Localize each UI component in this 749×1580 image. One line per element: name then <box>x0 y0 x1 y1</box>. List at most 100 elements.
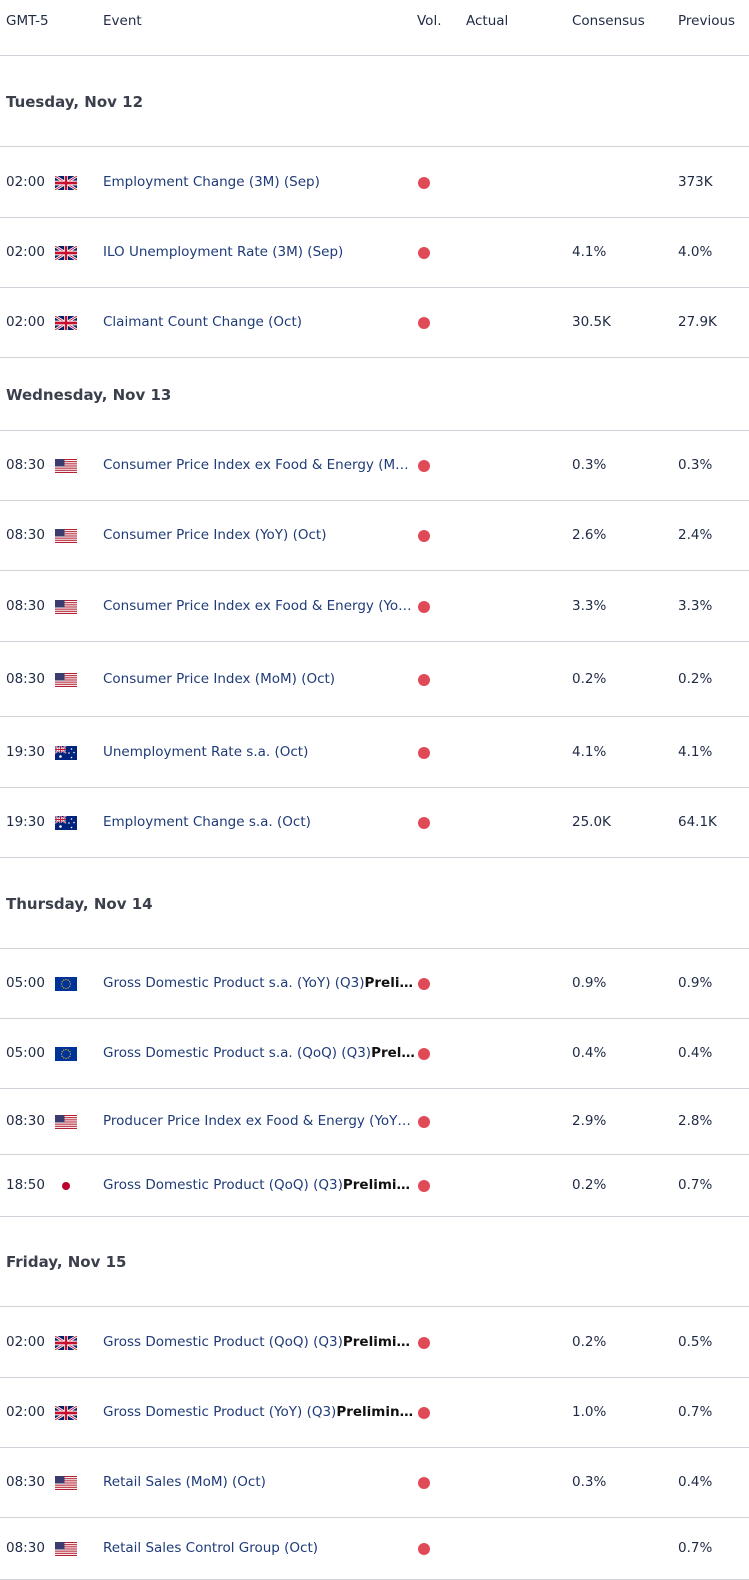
volatility-dot-icon <box>418 600 430 613</box>
table-row[interactable]: 02:00 ILO Unemployment Rate (3M) (Sep) 4.1… <box>0 218 749 288</box>
table-row[interactable]: 02:00 Gross Domestic Product (YoY) (Q3)Pr… <box>0 1378 749 1448</box>
uk-flag-icon <box>55 246 77 260</box>
consensus-value: 4.1% <box>572 244 607 260</box>
event-time: 18:50 <box>6 1177 45 1193</box>
previous-value: 373K <box>678 173 713 190</box>
volatility-dot-icon <box>418 530 430 542</box>
event-name-text: Employment Change s.a. (Oct) <box>103 814 311 830</box>
event-name[interactable]: Retail Sales Control Group (Oct) <box>103 1540 416 1556</box>
previous-value: 0.7% <box>678 1540 713 1556</box>
consensus-value: 30.5K <box>572 314 611 330</box>
uk-flag-icon <box>55 1335 77 1350</box>
day-label: Friday, Nov 15 <box>6 1253 127 1271</box>
event-name-text: Gross Domestic Product s.a. (QoQ) (Q3) <box>103 1045 372 1061</box>
table-row[interactable]: 02:00 Gross Domestic Product (QoQ) (Q3)Pr… <box>0 1307 749 1378</box>
event-name-text: Gross Domestic Product s.a. (YoY) (Q3) <box>103 975 365 991</box>
event-name[interactable]: Retail Sales (MoM) (Oct) <box>103 1474 416 1490</box>
uk-flag-icon <box>55 316 77 330</box>
table-row[interactable]: 08:30 Consumer Price Index (YoY) (Oct) 2.6… <box>0 501 749 571</box>
event-name-qualifier: Prelimi… <box>342 1333 411 1350</box>
event-name-qualifier: Prelimin… <box>336 1404 414 1420</box>
event-name-text: Retail Sales Control Group (Oct) <box>103 1540 319 1556</box>
eu-flag-icon <box>55 1047 77 1061</box>
table-row[interactable]: 08:30 Consumer Price Index ex Food & Ener… <box>0 571 749 642</box>
event-name-text: Unemployment Rate s.a. (Oct) <box>103 743 309 760</box>
event-time: 08:30 <box>6 1540 45 1556</box>
event-name[interactable]: Gross Domestic Product s.a. (YoY) (Q3)Pr… <box>103 975 416 991</box>
event-name-text: Employment Change (3M) (Sep) <box>103 173 320 190</box>
consensus-value: 3.3% <box>572 597 607 614</box>
au-flag-icon <box>55 816 77 830</box>
event-name[interactable]: Consumer Price Index ex Food & Energy (M… <box>103 457 416 473</box>
event-name[interactable]: Unemployment Rate s.a. (Oct) <box>103 744 416 760</box>
day-header: Friday, Nov 15 <box>0 1217 749 1307</box>
consensus-value: 0.3% <box>572 1474 607 1490</box>
event-time: 05:00 <box>6 1045 45 1061</box>
event-name[interactable]: Gross Domestic Product (QoQ) (Q3)Prelimi… <box>103 1334 416 1350</box>
event-name[interactable]: Gross Domestic Product (YoY) (Q3)Prelimi… <box>103 1404 416 1420</box>
table-row[interactable]: 08:30 Retail Sales Control Group (Oct) 0.7… <box>0 1518 749 1580</box>
consensus-value: 0.2% <box>572 1333 607 1350</box>
event-name[interactable]: Employment Change s.a. (Oct) <box>103 814 416 830</box>
table-row[interactable]: 05:00 Gross Domestic Product s.a. (YoY) (… <box>0 949 749 1019</box>
event-time: 08:30 <box>6 1474 45 1490</box>
event-time: 02:00 <box>6 1333 45 1350</box>
header-timezone[interactable]: GMT-5 <box>6 13 49 29</box>
table-row[interactable]: 18:50 Gross Domestic Product (QoQ) (Q3)Pr… <box>0 1155 749 1217</box>
volatility-dot-icon <box>418 1543 430 1555</box>
day-label: Tuesday, Nov 12 <box>6 92 144 111</box>
day-label: Wednesday, Nov 13 <box>6 385 172 404</box>
table-row[interactable]: 08:30 Consumer Price Index (MoM) (Oct) 0.2… <box>0 642 749 717</box>
previous-value: 2.8% <box>678 1113 713 1129</box>
event-name[interactable]: Gross Domestic Product (QoQ) (Q3)Prelimi… <box>103 1177 416 1193</box>
uk-flag-icon <box>55 175 77 190</box>
previous-value: 0.2% <box>678 670 713 687</box>
event-name-text: Consumer Price Index ex Food & Energy (M… <box>103 457 416 473</box>
volatility-dot-icon <box>418 673 430 686</box>
event-name[interactable]: Consumer Price Index ex Food & Energy (Y… <box>103 598 416 614</box>
volatility-dot-icon <box>418 978 430 990</box>
consensus-value: 25.0K <box>572 814 611 830</box>
us-flag-icon <box>55 599 77 614</box>
event-name-qualifier: Preli… <box>364 975 413 991</box>
table-row[interactable]: 08:30 Consumer Price Index ex Food & Ener… <box>0 431 749 501</box>
header-event: Event <box>103 13 142 29</box>
event-name[interactable]: Claimant Count Change (Oct) <box>103 314 416 330</box>
us-flag-icon <box>55 1542 77 1556</box>
table-row[interactable]: 02:00 Employment Change (3M) (Sep) 373K <box>0 147 749 218</box>
consensus-value: 0.2% <box>572 670 607 687</box>
day-header: Wednesday, Nov 13 <box>0 358 749 431</box>
event-name-text: Consumer Price Index (YoY) (Oct) <box>103 527 327 543</box>
table-row[interactable]: 08:30 Producer Price Index ex Food & Ener… <box>0 1089 749 1155</box>
event-name[interactable]: Consumer Price Index (YoY) (Oct) <box>103 527 416 543</box>
event-time: 08:30 <box>6 457 45 473</box>
previous-value: 4.1% <box>678 743 713 760</box>
event-time: 02:00 <box>6 244 45 260</box>
previous-value: 3.3% <box>678 597 713 614</box>
table-row[interactable]: 05:00 Gross Domestic Product s.a. (QoQ) (… <box>0 1019 749 1089</box>
event-time: 08:30 <box>6 597 45 614</box>
previous-value: 27.9K <box>678 314 717 330</box>
table-row[interactable]: 02:00 Claimant Count Change (Oct) 30.5K 27.… <box>0 288 749 358</box>
event-time: 08:30 <box>6 1113 45 1129</box>
event-name-text: Gross Domestic Product (QoQ) (Q3) <box>103 1177 343 1193</box>
event-name[interactable]: Employment Change (3M) (Sep) <box>103 174 416 190</box>
event-time: 02:00 <box>6 173 45 190</box>
event-name[interactable]: Consumer Price Index (MoM) (Oct) <box>103 671 416 687</box>
event-name-text: Producer Price Index ex Food & Energy (Y… <box>103 1113 416 1129</box>
table-row[interactable]: 19:30 Employment Change s.a. (Oct) 25.0K 64… <box>0 788 749 858</box>
event-name[interactable]: ILO Unemployment Rate (3M) (Sep) <box>103 244 416 260</box>
consensus-value: 0.3% <box>572 457 607 473</box>
event-name[interactable]: Producer Price Index ex Food & Energy (Y… <box>103 1113 416 1129</box>
event-time: 05:00 <box>6 975 45 991</box>
volatility-dot-icon <box>418 1336 430 1349</box>
event-time: 19:30 <box>6 743 45 760</box>
event-name[interactable]: Gross Domestic Product s.a. (QoQ) (Q3)Pr… <box>103 1045 416 1061</box>
volatility-dot-icon <box>418 1477 430 1489</box>
table-row[interactable]: 19:30 Unemployment Rate s.a. (Oct) 4.1% 4.1… <box>0 717 749 788</box>
table-row[interactable]: 08:30 Retail Sales (MoM) (Oct) 0.3% 0.4% <box>0 1448 749 1518</box>
previous-value: 0.4% <box>678 1474 713 1490</box>
uk-flag-icon <box>55 1406 77 1420</box>
consensus-value: 0.2% <box>572 1177 607 1193</box>
event-name-text: Gross Domestic Product (YoY) (Q3) <box>103 1404 337 1420</box>
